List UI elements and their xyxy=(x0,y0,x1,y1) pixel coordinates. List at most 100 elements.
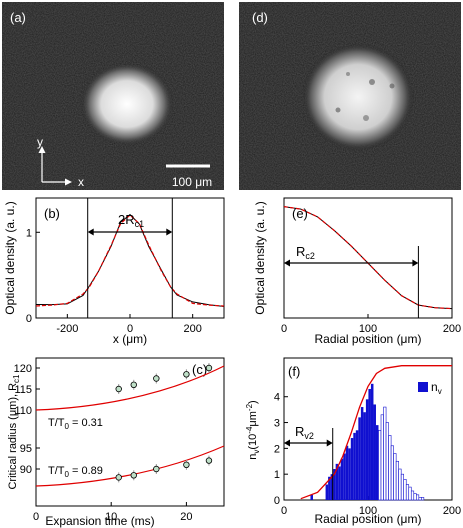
panel-f-ylabel: nv(10-4μm-2) xyxy=(245,400,261,459)
arrow-head-icon xyxy=(87,228,94,236)
panel-f-xtick-label: 200 xyxy=(443,505,461,517)
panel-f-open-bar xyxy=(398,468,402,501)
panel-f-open-bar xyxy=(400,473,404,501)
panel-c-ytick-label: 110 xyxy=(14,405,32,417)
panel-f-open-bar xyxy=(418,497,422,501)
panel-f-ytick-label: 3 xyxy=(274,418,280,430)
panel-f-open-bar xyxy=(383,406,387,501)
panel-f-open-bar xyxy=(390,445,394,501)
panel-f-open-bar xyxy=(395,460,399,501)
panel-e: (e) 0 100 200 Rc2 Optical density (a. u.) … xyxy=(253,197,461,346)
panel-b-ytick-label: 0 xyxy=(26,313,32,325)
panel-f-ytick-label: 4 xyxy=(274,392,280,404)
panel-b-xtick-label: -200 xyxy=(56,323,78,335)
panel-b-xlabel: x (μm) xyxy=(113,332,147,346)
panel-b: (b) -200 0 200 0 1 2Rc1 Optical density (a. … xyxy=(3,197,225,346)
panel-f-open-bar xyxy=(413,493,417,501)
y-arrow-head-icon xyxy=(38,146,46,153)
panel-c-tag: (c) xyxy=(192,362,207,377)
panel-c-note-top: T/T0 = 0.31 xyxy=(48,417,103,431)
panel-f-bar xyxy=(355,430,359,500)
panel-c-ytick-label: 115 xyxy=(14,384,32,396)
panel-c-ylabel: Critical radius (μm), Rc1 xyxy=(7,374,21,490)
panel-b-marker-label: 2Rc1 xyxy=(118,212,144,229)
panel-b-tag: (b) xyxy=(44,206,60,221)
panel-c-ytick-label: 90 xyxy=(20,464,32,476)
panel-f-bar xyxy=(338,466,341,500)
panel-f-ytick-label: 2 xyxy=(274,443,280,455)
panel-b-fit-line xyxy=(35,214,225,307)
panel-a-tag: (a) xyxy=(10,10,26,25)
x-arrow-head-icon xyxy=(65,178,72,186)
panel-b-xtick-label: 0 xyxy=(127,323,133,335)
panel-f-open-bar xyxy=(403,479,407,501)
panel-c-note-bottom: T/T0 = 0.89 xyxy=(48,465,103,479)
panel-c-fit-upper xyxy=(35,365,225,411)
arrow-head-icon xyxy=(412,259,419,267)
panel-f: (f) 0 100 200 0 1 2 3 4 Rv2 nv nv(10-4μm-2) Rad… xyxy=(245,357,461,526)
panel-f-bar xyxy=(345,445,349,500)
panel-f-open-bar xyxy=(408,486,412,501)
panel-e-xtick-label: 100 xyxy=(359,323,377,335)
panel-f-tag: (f) xyxy=(288,364,300,379)
panel-e-xtick-label: 200 xyxy=(443,323,461,335)
panel-d-image: (d) xyxy=(239,2,461,190)
panel-c-point xyxy=(183,461,190,468)
panel-f-bar xyxy=(325,484,329,500)
panel-f-xlabel: Radial position (μm) xyxy=(315,512,422,526)
panel-f-bar xyxy=(353,432,356,500)
panel-f-open-bar xyxy=(393,453,397,501)
axis-x-label: x xyxy=(78,175,84,189)
panel-c-point xyxy=(183,371,190,378)
panel-f-open-bar xyxy=(410,490,415,501)
panel-f-legend: nv xyxy=(431,380,442,396)
panel-f-bar xyxy=(348,448,351,500)
panel-f-bar xyxy=(375,425,379,500)
panel-b-ytick-label: 1 xyxy=(26,227,32,239)
arrow-head-icon xyxy=(284,439,290,447)
panel-f-xtick-label: 0 xyxy=(281,505,287,517)
panel-c-ytick-label: 95 xyxy=(20,443,32,455)
panel-e-marker-label: Rc2 xyxy=(296,244,315,261)
panel-f-open-bar xyxy=(378,429,382,501)
panel-e-xtick-label: 0 xyxy=(281,323,287,335)
panel-e-xlabel: Radial position (μm) xyxy=(315,332,422,346)
panel-c: (c) 0 10 20 90 95 110 115 120 T/T0 = 0.31 T/T0 … xyxy=(7,357,225,528)
panel-f-ytick-label: 1 xyxy=(274,469,280,481)
panel-f-bar xyxy=(358,417,361,500)
panel-f-open-bar xyxy=(380,414,384,501)
panel-c-point xyxy=(115,474,122,481)
panel-c-frame xyxy=(35,357,225,507)
panel-c-point xyxy=(130,381,137,388)
panel-c-ytick-label: 120 xyxy=(14,363,32,375)
panel-d-tag: (d) xyxy=(252,10,268,25)
panel-f-fit-line xyxy=(300,365,452,500)
panel-b-xtick-label: 200 xyxy=(183,323,201,335)
panel-c-point xyxy=(115,385,122,393)
panel-f-bar xyxy=(310,494,313,500)
panel-f-bar xyxy=(368,388,371,500)
arrow-head-icon xyxy=(284,259,290,267)
panel-c-fit-lower xyxy=(35,445,225,487)
panel-e-tag: (e) xyxy=(292,206,308,221)
panel-b-profile-line xyxy=(35,213,225,307)
panel-f-bar xyxy=(335,463,339,500)
panel-f-legend-swatch xyxy=(418,382,428,392)
scale-bar-label: 100 μm xyxy=(172,175,212,189)
arrow-head-icon xyxy=(166,228,173,236)
panel-c-point xyxy=(130,472,137,479)
panel-f-open-bar xyxy=(421,497,425,501)
panel-f-bar xyxy=(365,399,369,500)
arrow-head-icon xyxy=(326,439,333,447)
panel-f-bar xyxy=(328,476,331,500)
panel-c-point xyxy=(205,457,213,464)
panel-c-xtick-label: 0 xyxy=(33,511,39,523)
panel-f-bar xyxy=(340,458,344,500)
panel-c-point xyxy=(205,364,213,372)
panel-f-bar xyxy=(343,453,346,500)
panel-f-bar xyxy=(363,412,366,500)
panel-f-bar xyxy=(333,469,336,500)
panel-c-point xyxy=(153,465,160,473)
panel-f-bar xyxy=(373,404,376,500)
